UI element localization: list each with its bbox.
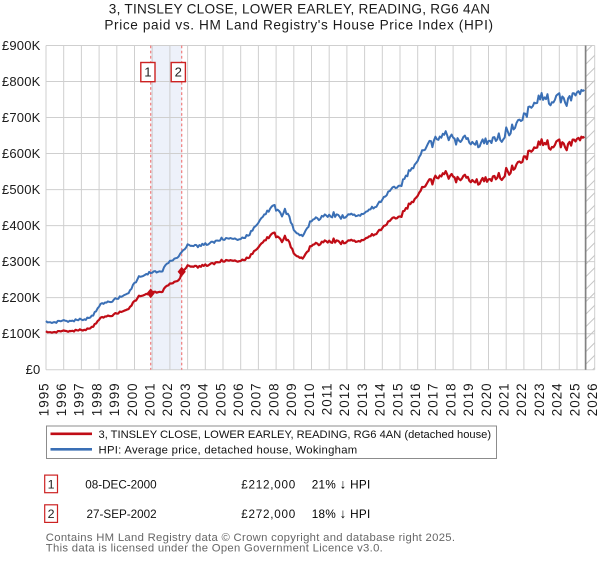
svg-text:2026: 2026 <box>585 382 600 416</box>
svg-text:2017: 2017 <box>426 382 441 416</box>
svg-text:1996: 1996 <box>54 382 69 416</box>
svg-text:2025: 2025 <box>567 382 582 416</box>
svg-text:1: 1 <box>48 477 55 491</box>
svg-text:2002: 2002 <box>160 382 175 416</box>
svg-text:2006: 2006 <box>231 382 246 416</box>
svg-text:3, TINSLEY CLOSE, LOWER EARLEY: 3, TINSLEY CLOSE, LOWER EARLEY, READING,… <box>109 2 490 17</box>
svg-text:2018: 2018 <box>443 382 458 416</box>
svg-text:2013: 2013 <box>355 382 370 416</box>
svg-text:2014: 2014 <box>373 382 388 416</box>
svg-text:2021: 2021 <box>497 382 512 416</box>
svg-text:£900K: £900K <box>2 38 41 53</box>
svg-text:2009: 2009 <box>284 382 299 416</box>
svg-text:2020: 2020 <box>479 382 494 416</box>
svg-text:2024: 2024 <box>550 382 565 416</box>
svg-text:2: 2 <box>175 65 182 80</box>
svg-text:Contains HM Land Registry data: Contains HM Land Registry data © Crown c… <box>46 532 456 544</box>
svg-text:21% ↓ HPI: 21% ↓ HPI <box>312 476 371 491</box>
svg-text:3, TINSLEY CLOSE, LOWER EARLEY: 3, TINSLEY CLOSE, LOWER EARLEY, READING,… <box>99 429 492 441</box>
svg-text:£100K: £100K <box>2 326 41 341</box>
svg-text:2019: 2019 <box>461 382 476 416</box>
svg-text:2022: 2022 <box>514 382 529 416</box>
svg-text:18% ↓ HPI: 18% ↓ HPI <box>312 506 371 521</box>
svg-text:2001: 2001 <box>143 382 158 416</box>
svg-text:£0: £0 <box>26 362 41 377</box>
svg-text:£400K: £400K <box>2 218 41 233</box>
svg-text:£300K: £300K <box>2 254 41 269</box>
svg-text:1: 1 <box>144 65 151 80</box>
svg-text:£800K: £800K <box>2 74 41 89</box>
svg-text:2016: 2016 <box>408 382 423 416</box>
svg-text:2007: 2007 <box>249 382 264 416</box>
svg-text:£500K: £500K <box>2 182 41 197</box>
svg-text:2010: 2010 <box>302 382 317 416</box>
svg-text:27-SEP-2002: 27-SEP-2002 <box>87 508 157 521</box>
svg-text:1995: 1995 <box>36 382 51 416</box>
svg-text:2015: 2015 <box>390 382 405 416</box>
svg-text:2000: 2000 <box>125 382 140 416</box>
svg-text:£212,000: £212,000 <box>241 478 296 491</box>
svg-text:08-DEC-2000: 08-DEC-2000 <box>85 478 157 491</box>
svg-text:2: 2 <box>48 507 55 521</box>
svg-text:2023: 2023 <box>532 382 547 416</box>
svg-text:£200K: £200K <box>2 290 41 305</box>
svg-text:2012: 2012 <box>337 382 352 416</box>
svg-text:2011: 2011 <box>320 382 335 415</box>
svg-text:Price paid vs. HM Land Registr: Price paid vs. HM Land Registry's House … <box>104 17 493 32</box>
svg-text:£700K: £700K <box>2 110 41 125</box>
svg-text:£272,000: £272,000 <box>241 508 296 521</box>
svg-text:2003: 2003 <box>178 382 193 416</box>
svg-text:1997: 1997 <box>72 382 87 416</box>
svg-text:HPI: Average price, detached h: HPI: Average price, detached house, Woki… <box>99 444 358 456</box>
svg-text:2008: 2008 <box>266 382 281 416</box>
svg-text:£600K: £600K <box>2 146 41 161</box>
svg-text:2004: 2004 <box>196 382 211 416</box>
svg-text:1998: 1998 <box>89 382 104 416</box>
svg-text:1999: 1999 <box>107 382 122 416</box>
svg-text:This data is licensed under th: This data is licensed under the Open Gov… <box>46 543 383 555</box>
svg-text:2005: 2005 <box>213 382 228 416</box>
